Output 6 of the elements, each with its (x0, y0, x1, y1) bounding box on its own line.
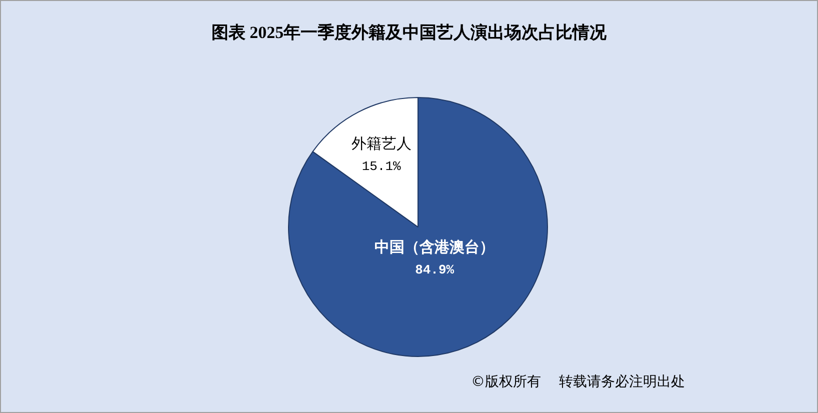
slice-label: 外籍艺人 (351, 134, 412, 152)
slice-label: 中国（含港澳台） (374, 238, 495, 256)
chart-title: 图表 2025年一季度外籍及中国艺人演出场次占比情况 (210, 22, 608, 44)
data-label: 84.9% (415, 262, 454, 278)
data-label: 15.1% (362, 159, 402, 174)
text: ©版权所有 转载请务必注明出处 (471, 373, 685, 391)
